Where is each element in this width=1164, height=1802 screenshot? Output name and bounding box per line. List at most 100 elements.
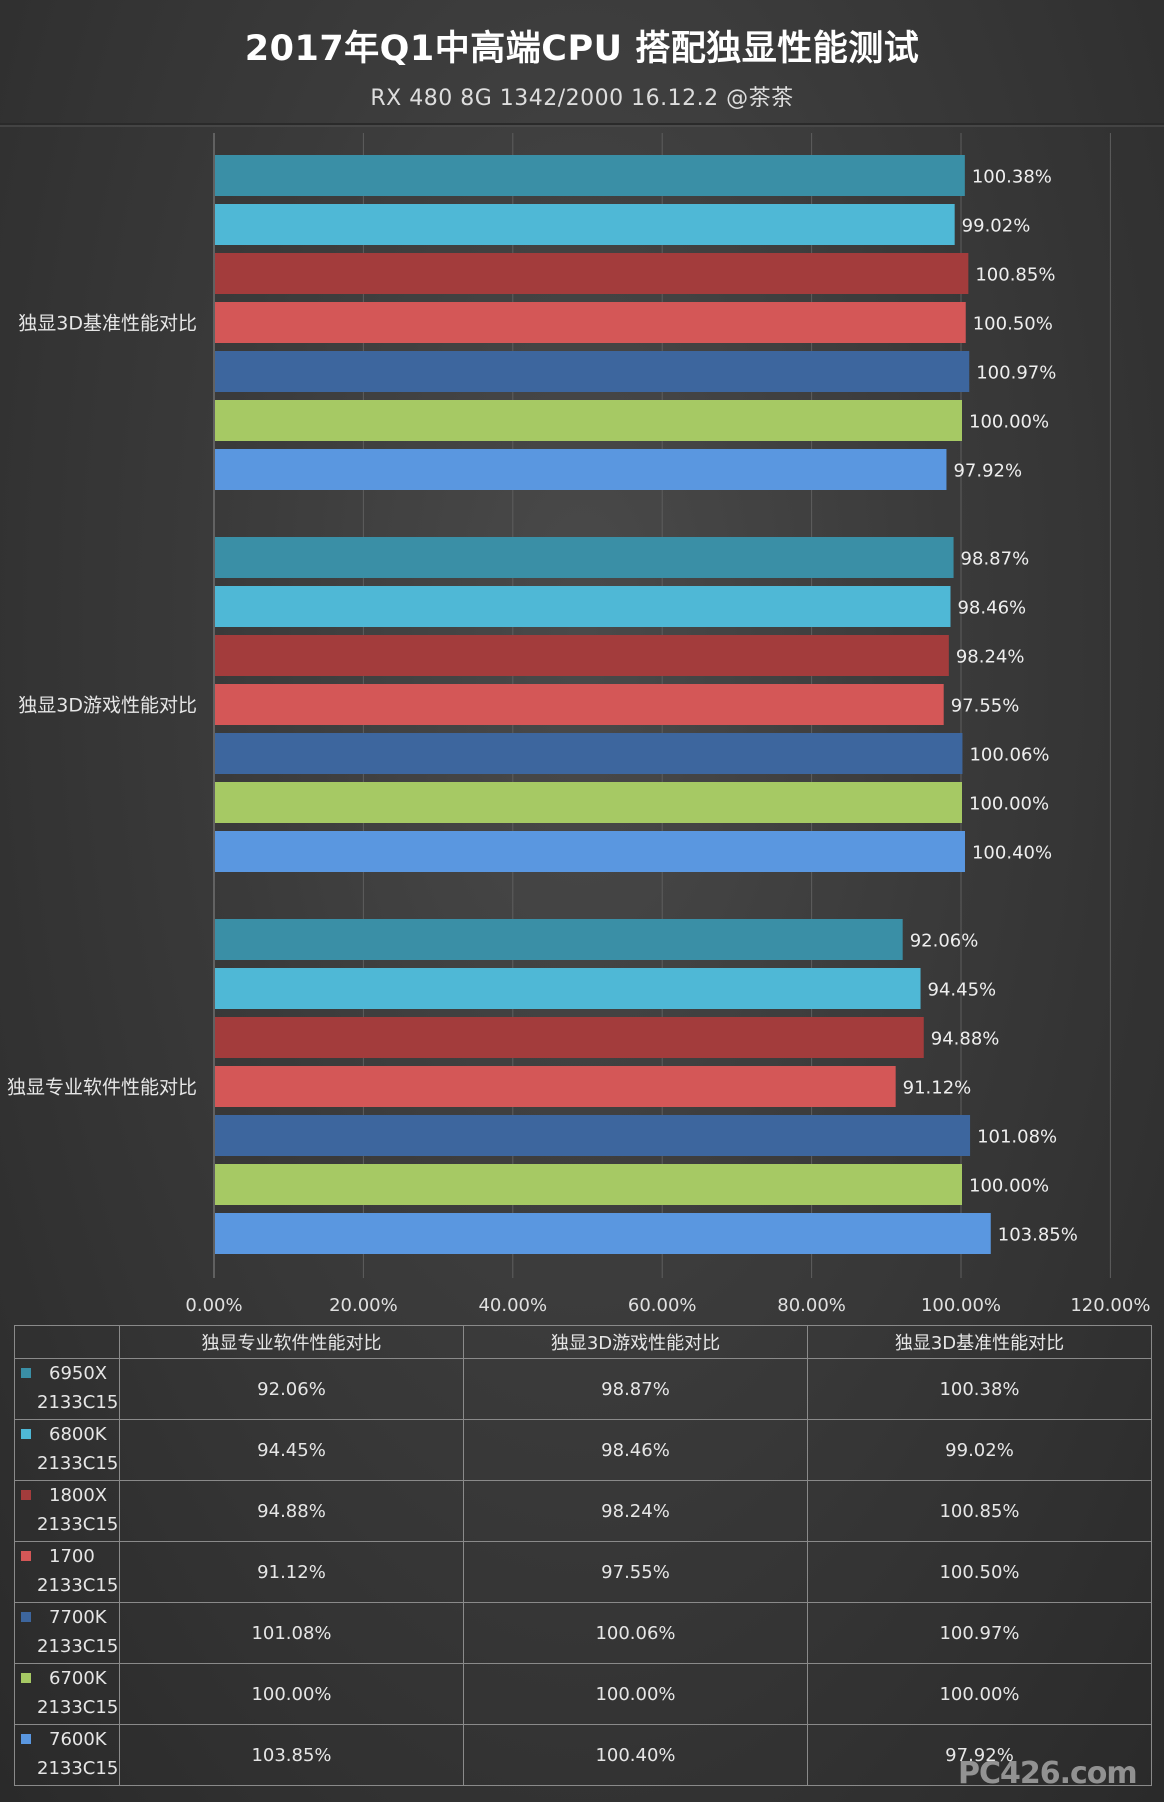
series-memory: 2133C15 bbox=[37, 1758, 119, 1779]
data-label: 99.02% bbox=[962, 216, 1031, 237]
watermark-logo: PC426.com bbox=[958, 1756, 1138, 1791]
chart-title: 2017年Q1中高端CPU 搭配独显性能测试 bbox=[244, 29, 920, 69]
legend-swatch bbox=[21, 1490, 31, 1500]
bar bbox=[215, 635, 949, 676]
table-row: 6950X 2133C15 92.06% 98.87% 100.38% bbox=[14, 1358, 1152, 1420]
table-corner bbox=[14, 1325, 120, 1359]
series-memory: 2133C15 bbox=[37, 1514, 119, 1535]
bar bbox=[215, 204, 955, 245]
category-label: 独显3D游戏性能对比 bbox=[18, 695, 197, 717]
data-label: 100.85% bbox=[975, 265, 1055, 286]
bar bbox=[215, 1164, 962, 1205]
legend-swatch bbox=[21, 1734, 31, 1744]
bar bbox=[215, 733, 963, 774]
series-name: 6800K bbox=[49, 1424, 107, 1445]
bar bbox=[215, 782, 962, 823]
series-name: 6700K bbox=[49, 1668, 107, 1689]
bar bbox=[215, 586, 951, 627]
legend-swatch bbox=[21, 1368, 31, 1378]
data-label: 100.06% bbox=[969, 745, 1049, 766]
table-cell: 103.85% bbox=[119, 1724, 464, 1786]
table-cell: 91.12% bbox=[119, 1541, 464, 1603]
series-memory: 2133C15 bbox=[37, 1575, 119, 1596]
x-tick-label: 80.00% bbox=[777, 1295, 846, 1316]
data-label: 97.92% bbox=[953, 461, 1022, 482]
data-label: 97.55% bbox=[951, 696, 1020, 717]
bar bbox=[215, 1017, 924, 1058]
table-cell: 100.50% bbox=[807, 1541, 1152, 1603]
table-cell: 92.06% bbox=[119, 1358, 464, 1420]
series-legend-cell: 6950X 2133C15 bbox=[14, 1358, 120, 1420]
bar bbox=[215, 155, 965, 196]
category-label: 独显3D基准性能对比 bbox=[18, 313, 197, 335]
table-row: 6700K 2133C15 100.00% 100.00% 100.00% bbox=[14, 1663, 1152, 1725]
data-label: 92.06% bbox=[910, 931, 979, 952]
data-label: 94.45% bbox=[928, 980, 997, 1001]
legend-swatch bbox=[21, 1673, 31, 1683]
data-label: 91.12% bbox=[903, 1078, 972, 1099]
table-cell: 100.00% bbox=[463, 1663, 808, 1725]
table-row: 1700 2133C15 91.12% 97.55% 100.50% bbox=[14, 1541, 1152, 1603]
data-label: 100.40% bbox=[972, 843, 1052, 864]
bar bbox=[215, 400, 962, 441]
x-tick-label: 0.00% bbox=[185, 1295, 242, 1316]
bar bbox=[215, 919, 903, 960]
x-axis: 0.00% 20.00% 40.00% 60.00% 80.00% 100.00% 120.… bbox=[185, 133, 1150, 1316]
table-cell: 98.87% bbox=[463, 1358, 808, 1420]
series-name: 7600K bbox=[49, 1729, 107, 1750]
table-header-cell: 独显3D基准性能对比 bbox=[807, 1325, 1152, 1359]
series-legend-cell: 6700K 2133C15 bbox=[14, 1663, 120, 1725]
series-legend-cell: 7700K 2133C15 bbox=[14, 1602, 120, 1664]
series-legend-cell: 1700 2133C15 bbox=[14, 1541, 120, 1603]
data-labels: 100.38% 99.02% 100.85% 100.50% 100.97% 100.00… bbox=[903, 167, 1078, 1246]
table-header-cell: 独显3D游戏性能对比 bbox=[463, 1325, 808, 1359]
x-tick-label: 100.00% bbox=[921, 1295, 1001, 1316]
table-cell: 100.38% bbox=[807, 1358, 1152, 1420]
data-label: 103.85% bbox=[998, 1225, 1078, 1246]
table-cell: 98.46% bbox=[463, 1419, 808, 1481]
table-body: 6950X 2133C15 92.06% 98.87% 100.38% 6800K 2133… bbox=[14, 1358, 1152, 1786]
series-legend-cell: 7600K 2133C15 bbox=[14, 1724, 120, 1786]
category-label: 独显专业软件性能对比 bbox=[7, 1077, 197, 1099]
table-cell: 100.40% bbox=[463, 1724, 808, 1786]
data-label: 100.00% bbox=[969, 412, 1049, 433]
bar-chart: 0.00% 20.00% 40.00% 60.00% 80.00% 100.00% 120.… bbox=[0, 123, 1164, 1316]
bar bbox=[215, 1115, 971, 1156]
series-name: 7700K bbox=[49, 1607, 107, 1628]
table-cell: 100.97% bbox=[807, 1602, 1152, 1664]
bar bbox=[215, 449, 947, 490]
data-label: 100.00% bbox=[969, 1176, 1049, 1197]
bar bbox=[215, 253, 969, 294]
table-cell: 100.00% bbox=[119, 1663, 464, 1725]
series-name: 1700 bbox=[49, 1546, 95, 1567]
bar bbox=[215, 684, 944, 725]
bar bbox=[215, 968, 921, 1009]
data-label: 100.50% bbox=[973, 314, 1053, 335]
table-cell: 94.45% bbox=[119, 1419, 464, 1481]
series-name: 6950X bbox=[49, 1363, 108, 1384]
series-memory: 2133C15 bbox=[37, 1636, 119, 1657]
x-tick-label: 20.00% bbox=[329, 1295, 398, 1316]
data-label: 101.08% bbox=[977, 1127, 1057, 1148]
table-cell: 100.06% bbox=[463, 1602, 808, 1664]
table-row: 7700K 2133C15 101.08% 100.06% 100.97% bbox=[14, 1602, 1152, 1664]
series-memory: 2133C15 bbox=[37, 1392, 119, 1413]
data-label: 100.00% bbox=[969, 794, 1049, 815]
series-memory: 2133C15 bbox=[37, 1453, 119, 1474]
bar bbox=[215, 1066, 896, 1107]
chart-subtitle: RX 480 8G 1342/2000 16.12.2 @茶茶 bbox=[370, 86, 794, 111]
series-memory: 2133C15 bbox=[37, 1697, 119, 1718]
legend-swatch bbox=[21, 1612, 31, 1622]
table-cell: 94.88% bbox=[119, 1480, 464, 1542]
table-row: 6800K 2133C15 94.45% 98.46% 99.02% bbox=[14, 1419, 1152, 1481]
table-cell: 98.24% bbox=[463, 1480, 808, 1542]
data-label: 98.46% bbox=[957, 598, 1026, 619]
data-table: 独显专业软件性能对比 独显3D游戏性能对比 独显3D基准性能对比 6950X 21… bbox=[14, 1325, 1152, 1786]
table-cell: 101.08% bbox=[119, 1602, 464, 1664]
bar bbox=[215, 351, 970, 392]
data-label: 100.97% bbox=[976, 363, 1056, 384]
bar bbox=[215, 1213, 991, 1254]
x-tick-label: 60.00% bbox=[628, 1295, 697, 1316]
series-name: 1800X bbox=[49, 1485, 108, 1506]
